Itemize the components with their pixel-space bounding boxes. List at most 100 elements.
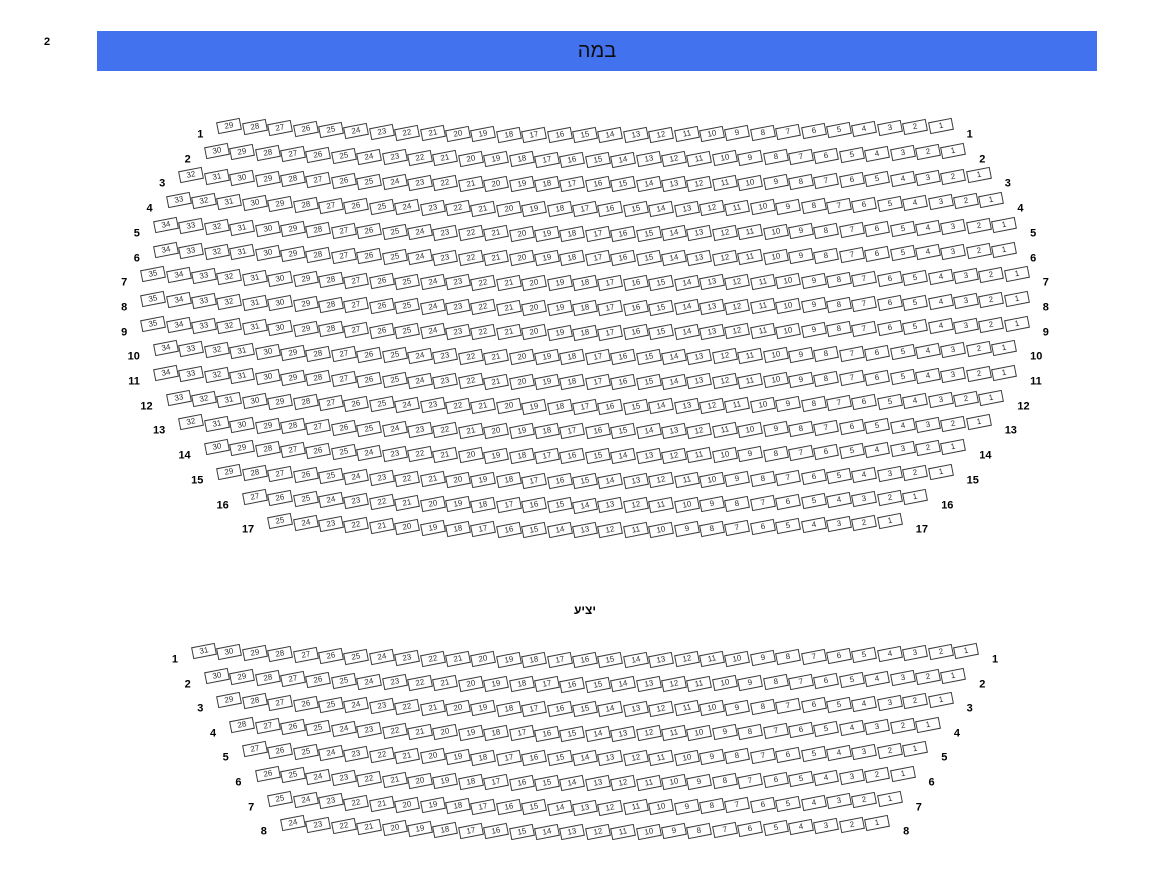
- seat[interactable]: 24: [343, 697, 370, 714]
- seat[interactable]: 20: [419, 495, 446, 512]
- seat[interactable]: 21: [432, 446, 459, 463]
- seat[interactable]: 28: [305, 345, 332, 362]
- seat[interactable]: 28: [241, 693, 268, 710]
- seat[interactable]: 29: [254, 170, 281, 187]
- seat[interactable]: 17: [597, 324, 624, 341]
- seat[interactable]: 15: [584, 447, 611, 465]
- seat[interactable]: 11: [699, 650, 725, 668]
- seat[interactable]: 18: [470, 749, 497, 766]
- seat[interactable]: 5: [838, 443, 865, 460]
- seat[interactable]: 31: [191, 642, 217, 660]
- seat[interactable]: 30: [267, 270, 294, 287]
- seat[interactable]: 13: [686, 348, 713, 365]
- seat[interactable]: 8: [762, 445, 789, 462]
- seat[interactable]: 25: [267, 513, 294, 530]
- seat[interactable]: 1: [940, 667, 967, 684]
- seat[interactable]: 16: [584, 176, 611, 193]
- seat[interactable]: 6: [864, 344, 891, 362]
- seat[interactable]: 17: [584, 349, 611, 366]
- seat[interactable]: 9: [787, 346, 814, 364]
- seat[interactable]: 9: [775, 396, 802, 413]
- seat[interactable]: 26: [267, 489, 294, 507]
- seat[interactable]: 10: [762, 347, 789, 364]
- seat[interactable]: 8: [813, 370, 840, 388]
- seat[interactable]: 10: [699, 125, 725, 143]
- seat[interactable]: 27: [279, 145, 306, 163]
- seat[interactable]: 4: [813, 769, 840, 786]
- seat[interactable]: 11: [749, 298, 776, 315]
- seat[interactable]: 22: [470, 299, 497, 316]
- seat[interactable]: 1: [953, 642, 979, 660]
- seat[interactable]: 3: [864, 719, 891, 736]
- seat[interactable]: 6: [864, 221, 891, 238]
- seat[interactable]: 21: [483, 249, 510, 267]
- seat[interactable]: 18: [559, 349, 586, 366]
- seat[interactable]: 34: [165, 316, 192, 333]
- seat[interactable]: 27: [305, 172, 332, 189]
- seat[interactable]: 12: [622, 497, 649, 514]
- seat[interactable]: 20: [508, 250, 535, 267]
- seat[interactable]: 3: [940, 342, 967, 359]
- seat[interactable]: 28: [229, 716, 256, 733]
- seat[interactable]: 7: [826, 197, 852, 214]
- seat[interactable]: 23: [343, 745, 370, 763]
- seat[interactable]: 23: [343, 492, 370, 510]
- seat[interactable]: 4: [927, 293, 954, 310]
- seat[interactable]: 13: [686, 224, 713, 242]
- seat[interactable]: 9: [787, 223, 814, 240]
- seat[interactable]: 28: [318, 296, 344, 313]
- seat[interactable]: 33: [178, 341, 205, 358]
- seat[interactable]: 16: [622, 274, 649, 292]
- seat[interactable]: 1: [940, 438, 967, 456]
- seat[interactable]: 22: [394, 698, 421, 716]
- seat[interactable]: 26: [330, 419, 357, 437]
- seat[interactable]: 6: [749, 796, 776, 813]
- seat[interactable]: 28: [292, 394, 319, 411]
- seat[interactable]: 2: [927, 643, 954, 661]
- seat[interactable]: 33: [165, 191, 192, 209]
- seat[interactable]: 4: [800, 516, 827, 534]
- seat[interactable]: 29: [229, 440, 256, 457]
- seat[interactable]: 6: [775, 493, 802, 511]
- seat[interactable]: 14: [572, 750, 598, 767]
- seat[interactable]: 7: [787, 444, 814, 462]
- seat[interactable]: 15: [648, 299, 675, 316]
- seat[interactable]: 16: [483, 823, 510, 840]
- seat[interactable]: 22: [432, 422, 459, 439]
- seat[interactable]: 24: [394, 396, 421, 414]
- seat[interactable]: 32: [216, 268, 243, 286]
- seat[interactable]: 8: [787, 420, 814, 437]
- seat[interactable]: 26: [292, 121, 319, 138]
- seat[interactable]: 10: [635, 823, 662, 840]
- seat[interactable]: 14: [610, 151, 637, 168]
- seat[interactable]: 16: [508, 774, 535, 791]
- seat[interactable]: 29: [229, 143, 256, 161]
- seat[interactable]: 28: [292, 196, 319, 214]
- seat[interactable]: 2: [965, 242, 992, 259]
- seat[interactable]: 17: [483, 774, 510, 791]
- seat[interactable]: 7: [838, 345, 865, 362]
- seat[interactable]: 30: [267, 295, 294, 312]
- seat[interactable]: 2: [889, 717, 916, 735]
- seat[interactable]: 27: [318, 394, 344, 412]
- seat[interactable]: 15: [584, 151, 611, 168]
- seat[interactable]: 1: [991, 216, 1018, 233]
- seat[interactable]: 9: [800, 297, 827, 314]
- seat[interactable]: 3: [953, 267, 979, 285]
- seat[interactable]: 18: [495, 126, 522, 143]
- seat[interactable]: 28: [305, 370, 332, 387]
- seat[interactable]: 9: [787, 371, 814, 388]
- seat[interactable]: 8: [787, 173, 814, 190]
- seat[interactable]: 14: [660, 373, 687, 390]
- seat[interactable]: 20: [457, 150, 484, 167]
- seat[interactable]: 12: [648, 700, 675, 717]
- seat[interactable]: 10: [648, 521, 675, 538]
- seat[interactable]: 3: [914, 169, 941, 186]
- seat[interactable]: 27: [330, 370, 357, 388]
- seat[interactable]: 4: [851, 121, 878, 138]
- seat[interactable]: 16: [610, 250, 637, 267]
- seat[interactable]: 2: [965, 217, 992, 235]
- seat[interactable]: 17: [597, 274, 624, 292]
- seat[interactable]: 27: [330, 222, 357, 239]
- seat[interactable]: 14: [546, 799, 573, 816]
